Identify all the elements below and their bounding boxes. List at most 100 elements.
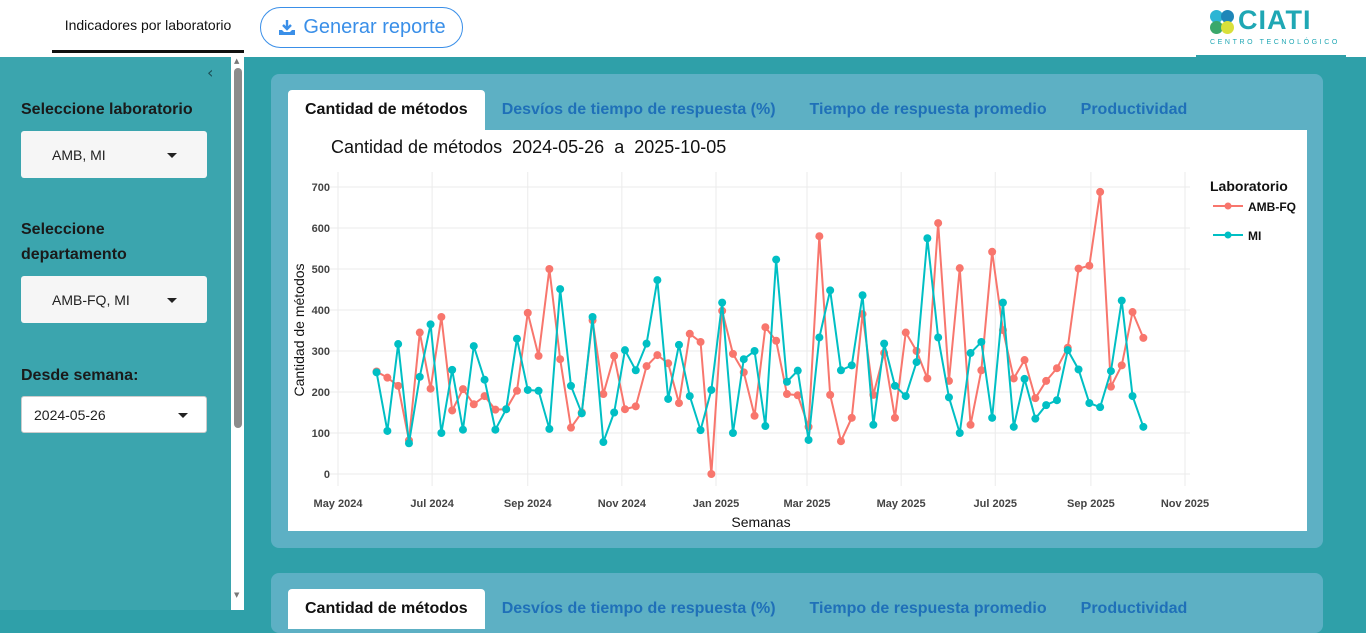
data-point-amb-fq — [955, 264, 964, 273]
data-point-mi — [664, 394, 673, 403]
data-point-amb-fq — [1117, 361, 1126, 370]
data-point-amb-fq — [1052, 364, 1061, 373]
data-point-mi — [631, 366, 640, 375]
collapse-sidebar-icon[interactable]: ‹ — [207, 63, 214, 82]
y-tick-label: 600 — [312, 223, 330, 235]
dept-select[interactable]: AMB-FQ, MI — [21, 276, 207, 323]
data-point-mi — [901, 392, 910, 401]
x-tick-label: Nov 2024 — [598, 498, 647, 510]
data-point-amb-fq — [480, 392, 489, 401]
sidebar-scrollbar[interactable]: ▲ ▼ — [231, 57, 244, 610]
data-point-mi — [728, 429, 737, 437]
tab-cantidad-metodos[interactable]: Cantidad de métodos — [288, 90, 485, 130]
legend-label: MI — [1248, 229, 1261, 243]
data-point-mi — [1074, 365, 1083, 374]
data-point-amb-fq — [815, 232, 824, 241]
data-point-mi — [847, 361, 856, 370]
data-point-mi — [1052, 396, 1061, 405]
data-point-amb-fq — [696, 337, 705, 346]
tab-desvios[interactable]: Desvíos de tiempo de respuesta (%) — [501, 101, 776, 118]
generate-report-button[interactable]: Generar reporte — [260, 7, 463, 48]
x-tick-label: Sep 2024 — [504, 498, 553, 510]
data-point-amb-fq — [512, 386, 521, 395]
x-tick-label: Jul 2025 — [974, 498, 1017, 510]
data-point-mi — [372, 368, 381, 377]
tab-cantidad-metodos[interactable]: Cantidad de métodos — [288, 589, 485, 629]
data-point-mi — [512, 334, 521, 343]
dept-select-value: AMB-FQ, MI — [52, 291, 130, 308]
data-point-amb-fq — [1128, 308, 1137, 317]
data-point-mi — [772, 255, 781, 264]
data-point-mi — [966, 349, 975, 358]
generate-report-label: Generar reporte — [303, 16, 446, 38]
data-point-mi — [534, 386, 543, 395]
legend-item-mi[interactable]: MI — [1213, 229, 1261, 243]
tab-desvios[interactable]: Desvíos de tiempo de respuesta (%) — [501, 600, 776, 617]
data-point-amb-fq — [890, 413, 899, 422]
data-point-amb-fq — [901, 328, 910, 337]
lab-select-value: AMB, MI — [52, 146, 106, 163]
lab-label: Seleccione laboratorio — [21, 101, 193, 118]
data-point-mi — [1139, 422, 1148, 431]
data-point-mi — [502, 405, 511, 414]
data-point-mi — [793, 366, 802, 375]
data-point-mi — [1085, 399, 1094, 408]
tab-productividad[interactable]: Productividad — [1080, 600, 1188, 617]
line-chart: Cantidad de métodos 2024-05-26 a 2025-10… — [291, 137, 1296, 530]
data-point-mi — [707, 385, 716, 394]
data-point-amb-fq — [761, 323, 770, 332]
tab-tiempo-respuesta[interactable]: Tiempo de respuesta promedio — [809, 101, 1047, 118]
data-point-mi — [458, 425, 467, 434]
scroll-down-icon[interactable]: ▼ — [234, 591, 240, 599]
legend-title: Laboratorio — [1210, 178, 1288, 194]
data-point-amb-fq — [1042, 376, 1051, 385]
second-panel: Cantidad de métodos Desvíos de tiempo de… — [271, 573, 1323, 633]
second-panel-tabs: Cantidad de métodos Desvíos de tiempo de… — [288, 589, 1204, 629]
data-point-amb-fq — [1031, 394, 1040, 403]
data-point-mi — [577, 409, 586, 418]
data-point-amb-fq — [469, 400, 478, 409]
data-point-mi — [739, 355, 748, 364]
data-point-amb-fq — [556, 355, 565, 364]
data-point-mi — [491, 425, 500, 434]
data-point-mi — [944, 393, 953, 402]
data-point-mi — [556, 285, 565, 294]
chevron-down-icon — [167, 152, 177, 158]
data-point-mi — [1128, 392, 1137, 401]
y-tick-label: 700 — [312, 182, 330, 194]
data-point-amb-fq — [793, 391, 802, 400]
lab-select[interactable]: AMB, MI — [21, 131, 207, 178]
data-point-amb-fq — [1085, 261, 1094, 270]
tab-productividad[interactable]: Productividad — [1080, 101, 1188, 118]
scroll-up-icon[interactable]: ▲ — [234, 57, 240, 65]
data-point-amb-fq — [934, 219, 943, 228]
data-point-mi — [545, 424, 554, 433]
week-select[interactable]: 2024-05-26 — [21, 396, 207, 433]
sidebar: ‹ Seleccione laboratorio AMB, MI Selecci… — [0, 57, 231, 610]
data-point-mi — [988, 413, 997, 422]
data-point-amb-fq — [1096, 187, 1105, 196]
scrollbar-thumb[interactable] — [234, 68, 242, 428]
data-point-mi — [480, 375, 489, 384]
legend-item-amb-fq[interactable]: AMB-FQ — [1213, 200, 1296, 214]
data-point-mi — [588, 312, 597, 321]
data-point-amb-fq — [610, 351, 619, 360]
data-point-mi — [653, 276, 662, 285]
data-point-mi — [415, 372, 424, 381]
data-point-amb-fq — [1020, 356, 1029, 365]
tab-tiempo-respuesta[interactable]: Tiempo de respuesta promedio — [809, 600, 1047, 617]
data-point-mi — [566, 381, 575, 390]
nav-tab-indicadores[interactable]: Indicadores por laboratorio — [52, 0, 244, 53]
data-point-amb-fq — [642, 362, 651, 371]
data-point-mi — [815, 333, 824, 342]
data-point-amb-fq — [523, 308, 532, 317]
chevron-down-icon — [167, 297, 177, 303]
ciati-logo: CIATI CENTRO TECNOLÓGICO — [1208, 5, 1358, 52]
data-point-mi — [1009, 422, 1018, 431]
data-point-amb-fq — [1074, 264, 1083, 273]
data-point-amb-fq — [491, 405, 500, 414]
data-point-amb-fq — [772, 336, 781, 345]
week-select-value: 2024-05-26 — [34, 406, 106, 423]
data-point-mi — [674, 340, 683, 349]
data-point-amb-fq — [707, 470, 716, 478]
